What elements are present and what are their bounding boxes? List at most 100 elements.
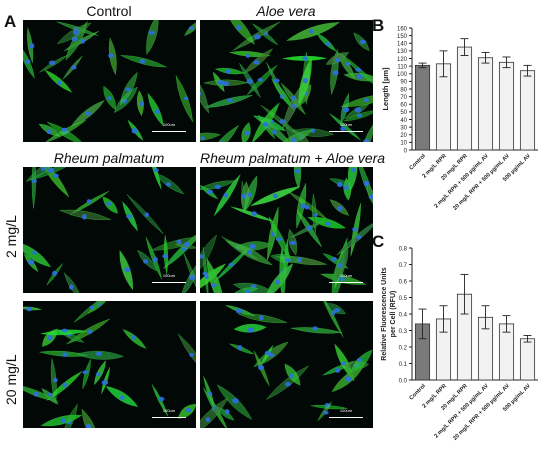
nucleus [33,391,40,397]
y-tick-label: 30 [400,125,407,131]
nucleus [47,392,53,397]
nucleus [52,377,58,383]
fibroblast-image [23,167,196,293]
column-title-aloe-vera: Aloe vera [256,3,316,19]
nucleus [259,315,264,321]
nucleus [155,109,160,115]
nucleus [359,39,367,45]
row-label-2mg: 2 mg/L [3,215,19,258]
cell [151,167,162,190]
scale-bar: 100um [152,273,186,283]
nucleus [95,372,101,377]
bar [414,64,431,151]
bar [456,46,473,151]
column-title-control: Control [86,3,132,19]
nucleus [272,193,279,199]
nucleus [351,167,357,172]
nucleus [356,113,363,118]
nucleus [106,201,112,207]
cell [146,20,159,56]
scale-bar-label: 100um [162,408,176,413]
cell [340,95,373,108]
bar [519,70,536,151]
cell [29,167,67,181]
bar [498,61,515,151]
nucleus [224,409,230,415]
nucleus [289,240,297,245]
nucleus [312,213,318,217]
nucleus [336,205,343,211]
cell [206,257,223,293]
nucleus [235,308,243,314]
scale-bar-label: 100um [339,122,353,127]
nucleus [95,351,102,356]
scale-bar-label: 100um [339,273,353,278]
nucleus [60,417,67,424]
nucleus [85,111,92,116]
cell [230,20,256,46]
nucleus [107,96,112,101]
scale-bar: 100um [329,122,363,132]
nucleus [126,214,133,219]
nucleus [71,65,77,70]
scale-bar-label: 100um [162,122,176,127]
micrograph-rheum-2mg: 100um [23,167,196,293]
nucleus [131,128,138,134]
nucleus [189,275,196,281]
cell [218,124,240,142]
nucleus [342,107,350,113]
cell [266,262,294,293]
y-tick-label: 120 [397,57,408,63]
nucleus [148,30,156,35]
nucleus [291,137,297,142]
y-tick-label: 140 [397,42,408,48]
nucleus [125,87,131,92]
nucleus [158,396,165,402]
nucleus [356,358,363,363]
nucleus [81,214,87,220]
y-tick-label: 60 [400,103,407,109]
nucleus [211,283,217,288]
cell [82,358,91,390]
cell [181,264,196,293]
nucleus [189,352,194,357]
y-tick-label: 0.2 [399,345,408,351]
nucleus [264,350,272,356]
column-title-rheum-palmatum: Rheum palmatum [53,150,165,166]
nucleus [119,395,125,401]
nucleus [220,140,225,142]
nucleus [363,98,369,103]
column-title-rheum-plus-aloe: Rheum palmatum + Aloe vera [200,150,386,166]
nucleus [249,243,256,249]
cell [329,113,362,141]
nucleus [251,211,257,216]
y-tick-label: 100 [397,72,408,78]
nucleus [288,373,294,379]
nucleus [294,168,301,174]
y-tick-label: 0.3 [399,329,408,335]
nucleus [226,98,233,103]
nucleus [244,289,251,293]
nucleus [337,262,343,269]
nucleus [363,139,370,142]
x-tick-label: Control [409,153,428,172]
nucleus [275,279,281,285]
nucleus [284,381,291,387]
micrograph-rheum-aloe-20mg: 100um [200,301,373,428]
nucleus [204,273,209,280]
nucleus [31,179,38,183]
scale-bar: 100um [152,408,186,418]
nucleus [62,352,69,357]
nucleus [52,173,59,178]
nucleus [153,168,159,172]
cell [316,32,337,52]
nucleus [82,370,89,375]
cell [81,408,96,428]
nucleus [206,189,214,195]
cell [23,243,52,268]
nucleus [87,329,93,334]
nucleus [247,327,255,333]
nucleus [300,203,306,209]
nucleus [244,130,250,136]
nucleus [131,335,136,340]
